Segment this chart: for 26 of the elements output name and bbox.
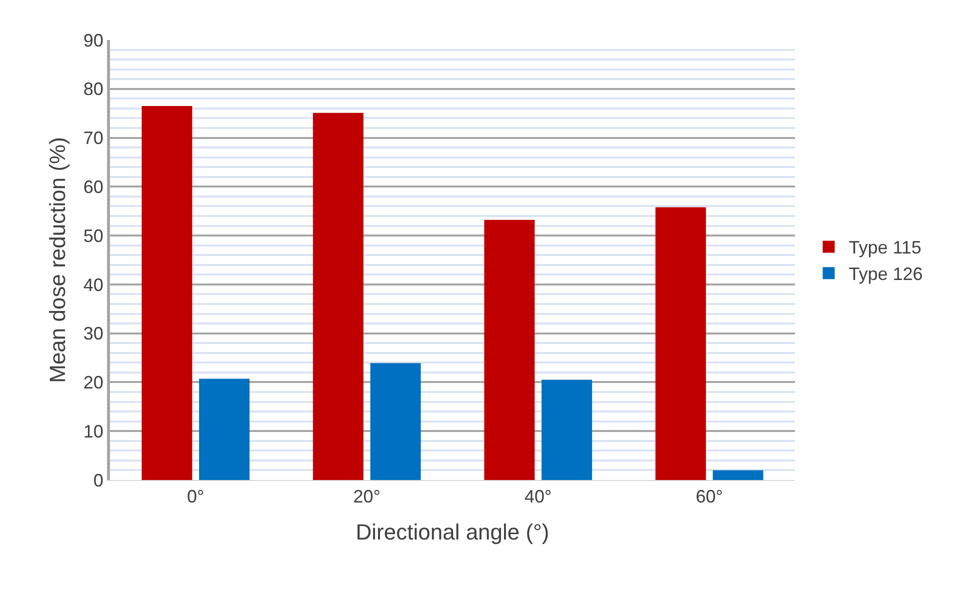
x-axis-title: Directional angle (°)	[356, 520, 550, 544]
legend-label: Type 115	[848, 238, 922, 258]
x-tick-label: 60°	[696, 486, 723, 507]
y-tick-label: 90	[83, 30, 104, 50]
x-tick-label: 40°	[524, 486, 552, 507]
y-tick-label: 20	[83, 372, 104, 393]
y-tick-label: 0	[93, 470, 104, 490]
bar	[199, 378, 250, 480]
bar	[484, 220, 535, 480]
legend-label: Type 126	[848, 264, 923, 284]
y-tick-label: 60	[83, 176, 104, 197]
y-tick-label: 40	[83, 274, 104, 295]
bar	[142, 106, 192, 480]
y-tick-label: 80	[83, 79, 104, 100]
x-tick-label: 20°	[353, 486, 380, 507]
x-tick-label: 0°	[187, 486, 204, 507]
y-axis-title: Mean dose reduction (%)	[45, 137, 70, 383]
bar	[655, 207, 706, 480]
y-tick-label: 30	[83, 324, 104, 344]
bar	[370, 363, 421, 480]
bar	[542, 380, 592, 480]
y-tick-label: 10	[83, 421, 104, 442]
bar	[712, 470, 764, 480]
y-tick-label: 50	[83, 226, 104, 246]
y-tick-label: 70	[83, 128, 104, 148]
bar	[312, 112, 364, 480]
